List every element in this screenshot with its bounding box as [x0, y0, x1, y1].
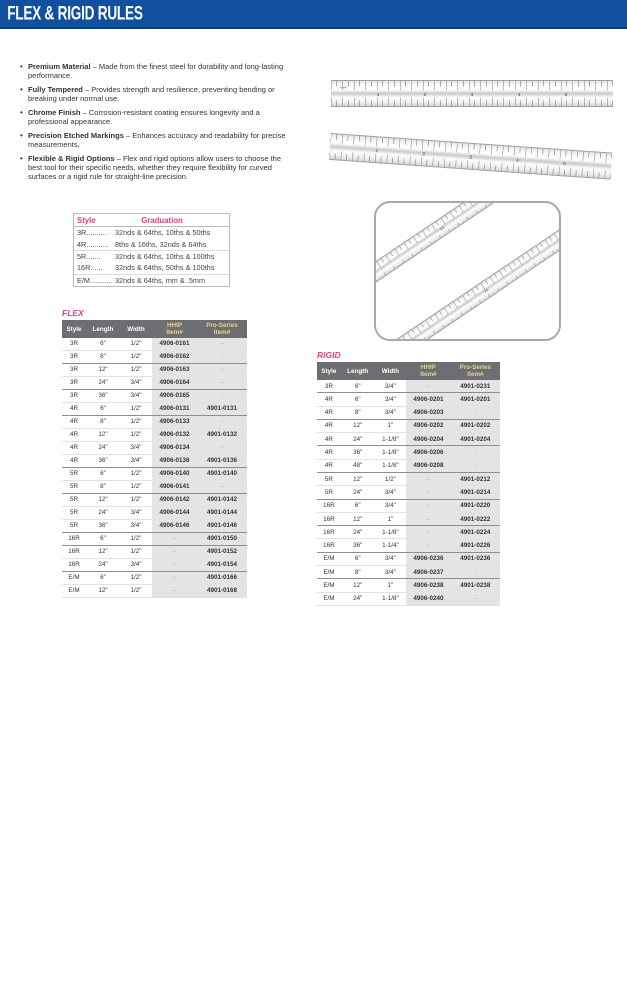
svg-text:3: 3	[471, 92, 474, 98]
svg-text:4: 4	[518, 92, 521, 98]
svg-text:5: 5	[565, 92, 568, 98]
svg-text:HHIP: HHIP	[339, 86, 346, 90]
svg-text:2: 2	[424, 92, 427, 98]
svg-text:1: 1	[377, 92, 380, 98]
